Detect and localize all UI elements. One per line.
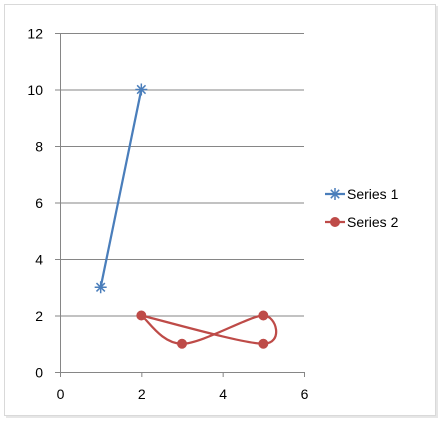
axes <box>55 33 305 377</box>
data-point <box>136 310 147 321</box>
legend-entry-2: Series 2 <box>325 214 399 230</box>
y-tick-label: 2 <box>35 308 43 324</box>
x-tick-label: 2 <box>138 386 146 402</box>
x-tick-label: 4 <box>219 386 227 402</box>
legend-label: Series 2 <box>347 214 399 230</box>
series-2-line <box>140 314 278 345</box>
x-tick-label: 0 <box>57 386 65 402</box>
data-point <box>258 310 269 321</box>
series-2 <box>136 310 278 349</box>
series-1-line <box>99 88 143 289</box>
legend-marker <box>330 217 340 227</box>
data-point <box>135 83 148 96</box>
legend-entry-1: Series 1 <box>325 186 399 202</box>
data-point <box>177 338 187 349</box>
y-tick-label: 6 <box>35 195 43 211</box>
y-tick-label: 8 <box>35 139 43 155</box>
series-layer <box>94 83 278 349</box>
chart-frame <box>4 4 436 416</box>
x-tick-labels: 0 2 4 6 <box>57 386 309 402</box>
y-tick-label: 12 <box>27 26 43 42</box>
legend: Series 1 Series 2 <box>325 186 399 230</box>
data-point <box>94 281 107 294</box>
series-1 <box>94 83 148 294</box>
y-tick-label: 4 <box>35 252 43 268</box>
y-tick-label: 10 <box>27 82 43 98</box>
y-tick-labels: 0 2 4 6 8 10 12 <box>27 26 43 381</box>
legend-marker <box>329 188 341 200</box>
data-point <box>258 338 269 349</box>
y-tick-label: 0 <box>35 365 43 381</box>
legend-label: Series 1 <box>347 186 399 202</box>
gridlines <box>60 33 304 317</box>
x-tick-label: 6 <box>301 386 309 402</box>
